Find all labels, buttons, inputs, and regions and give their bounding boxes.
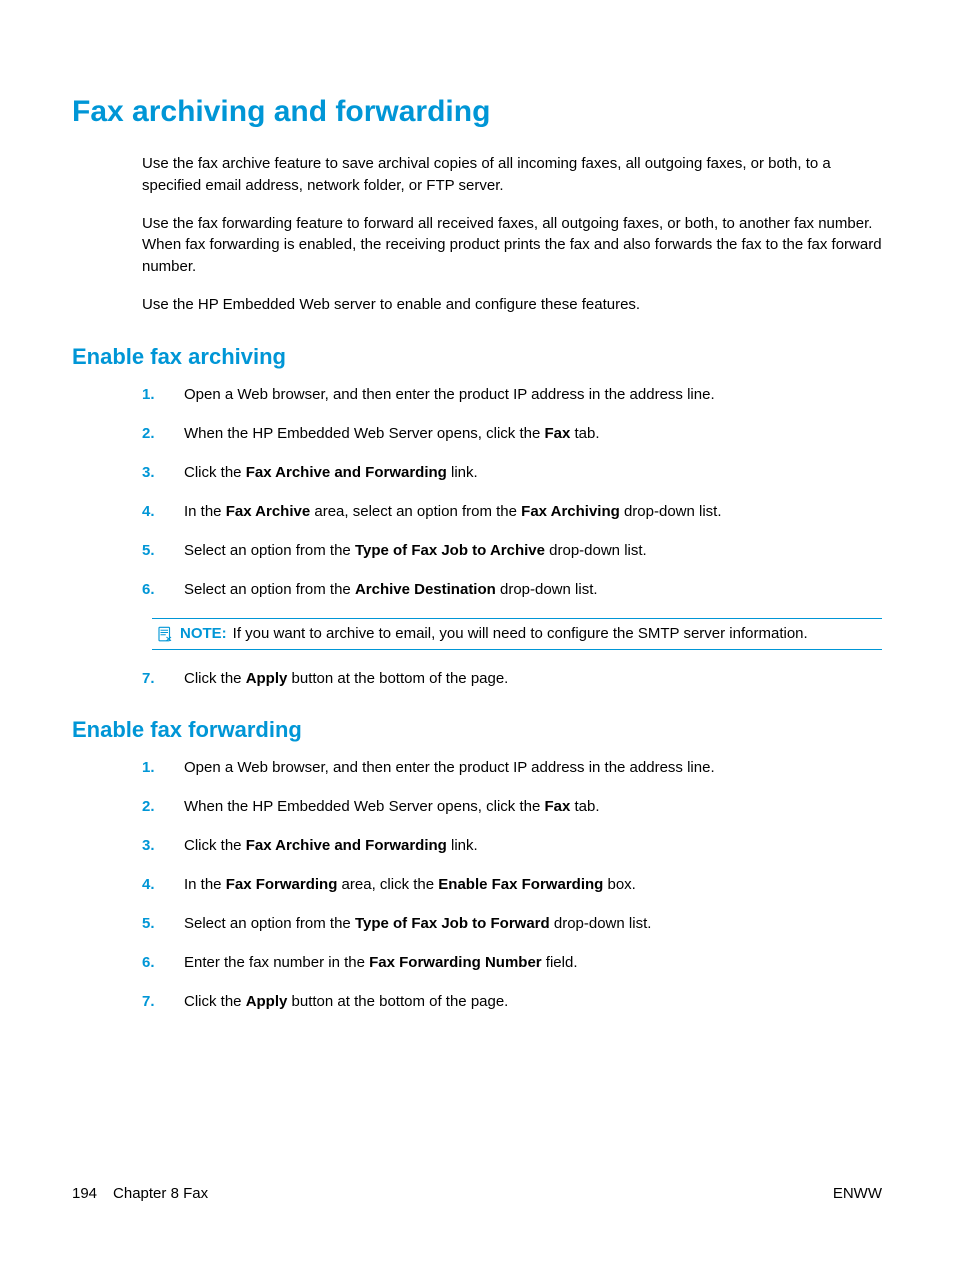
step-item: 7. Click the Apply button at the bottom … [142,668,882,689]
step-bold: Archive Destination [355,581,496,598]
note-icon [156,625,174,643]
step-item: 4. In the Fax Archive area, select an op… [142,501,882,522]
step-item: 3. Click the Fax Archive and Forwarding … [142,835,882,856]
step-item: 5. Select an option from the Type of Fax… [142,913,882,934]
step-bold: Fax [544,425,570,442]
note-label: NOTE: [180,625,227,642]
step-number: 6. [142,952,155,973]
step-text: When the HP Embedded Web Server opens, c… [184,425,544,442]
chapter-label: Chapter 8 Fax [113,1185,208,1202]
step-text: In the [184,503,226,520]
step-bold: Fax [544,798,570,815]
step-text: Select an option from the [184,542,355,559]
step-text: Open a Web browser, and then enter the p… [184,386,715,403]
step-bold: Fax Forwarding Number [369,954,542,971]
step-text: drop-down list. [545,542,647,559]
note-text: If you want to archive to email, you wil… [233,625,808,642]
page-footer: 194 Chapter 8 Fax ENWW [72,1185,882,1202]
step-text: area, click the [337,876,438,893]
step-text: tab. [570,425,599,442]
step-bold: Type of Fax Job to Archive [355,542,545,559]
step-text: button at the bottom of the page. [287,993,508,1010]
step-text: field. [542,954,578,971]
step-text: link. [447,464,478,481]
step-text: link. [447,837,478,854]
step-text: Enter the fax number in the [184,954,369,971]
step-item: 6. Enter the fax number in the Fax Forwa… [142,952,882,973]
note-content: NOTE: If you want to archive to email, yo… [180,625,808,642]
step-text: tab. [570,798,599,815]
step-text: Select an option from the [184,915,355,932]
step-number: 2. [142,423,155,444]
step-bold: Apply [246,993,288,1010]
forwarding-steps: 1. Open a Web browser, and then enter th… [142,757,882,1012]
step-text: When the HP Embedded Web Server opens, c… [184,798,544,815]
intro-block: Use the fax archive feature to save arch… [142,153,882,316]
footer-left: 194 Chapter 8 Fax [72,1185,208,1202]
note-box: NOTE: If you want to archive to email, yo… [152,618,882,650]
footer-right: ENWW [833,1185,882,1202]
step-text: Select an option from the [184,581,355,598]
step-number: 5. [142,913,155,934]
intro-paragraph: Use the HP Embedded Web server to enable… [142,294,882,316]
step-number: 4. [142,501,155,522]
step-item: 1. Open a Web browser, and then enter th… [142,384,882,405]
step-number: 3. [142,835,155,856]
intro-paragraph: Use the fax forwarding feature to forwar… [142,213,882,278]
step-item: 2. When the HP Embedded Web Server opens… [142,423,882,444]
step-number: 6. [142,579,155,600]
step-number: 3. [142,462,155,483]
step-text: Click the [184,993,246,1010]
step-number: 7. [142,668,155,689]
step-text: drop-down list. [496,581,598,598]
step-number: 1. [142,757,155,778]
step-number: 7. [142,991,155,1012]
step-item: 2. When the HP Embedded Web Server opens… [142,796,882,817]
step-bold: Fax Archive [226,503,311,520]
step-item: 1. Open a Web browser, and then enter th… [142,757,882,778]
step-item: 7. Click the Apply button at the bottom … [142,991,882,1012]
archiving-steps: 1. Open a Web browser, and then enter th… [142,384,882,600]
step-item: 6. Select an option from the Archive Des… [142,579,882,600]
page-number: 194 [72,1185,97,1202]
step-bold: Type of Fax Job to Forward [355,915,550,932]
step-text: button at the bottom of the page. [287,670,508,687]
step-bold: Apply [246,670,288,687]
page-title: Fax archiving and forwarding [72,95,882,129]
step-text: drop-down list. [620,503,722,520]
step-number: 1. [142,384,155,405]
step-number: 4. [142,874,155,895]
step-bold: Fax Archiving [521,503,620,520]
step-item: 4. In the Fax Forwarding area, click the… [142,874,882,895]
page-content: Fax archiving and forwarding Use the fax… [0,0,954,1012]
archiving-steps-cont: 7. Click the Apply button at the bottom … [142,668,882,689]
step-number: 5. [142,540,155,561]
step-text: Click the [184,670,246,687]
step-bold: Fax Archive and Forwarding [246,837,447,854]
step-text: area, select an option from the [310,503,521,520]
step-text: Click the [184,464,246,481]
section-heading-forwarding: Enable fax forwarding [72,717,882,743]
step-bold: Fax Forwarding [226,876,338,893]
step-bold: Fax Archive and Forwarding [246,464,447,481]
step-number: 2. [142,796,155,817]
section-heading-archiving: Enable fax archiving [72,344,882,370]
step-text: box. [603,876,636,893]
step-text: Open a Web browser, and then enter the p… [184,759,715,776]
step-text: Click the [184,837,246,854]
step-item: 5. Select an option from the Type of Fax… [142,540,882,561]
step-bold: Enable Fax Forwarding [438,876,603,893]
step-text: drop-down list. [550,915,652,932]
intro-paragraph: Use the fax archive feature to save arch… [142,153,882,197]
step-item: 3. Click the Fax Archive and Forwarding … [142,462,882,483]
step-text: In the [184,876,226,893]
